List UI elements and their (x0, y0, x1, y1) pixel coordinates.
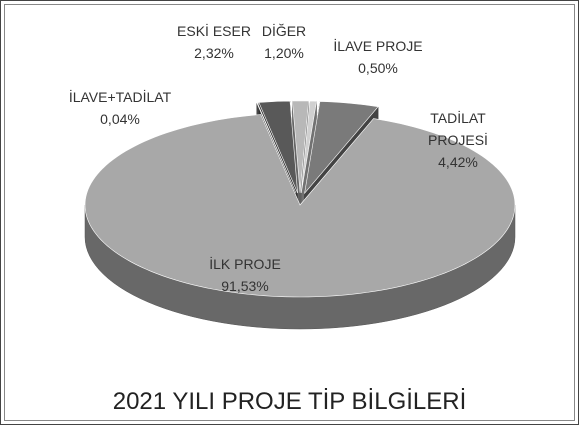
slice-label: İLAVE PROJE 0,50% (318, 35, 438, 79)
slice-label: İLAVE+TADİLAT 0,04% (50, 86, 190, 130)
pie-slice (304, 101, 379, 195)
pie-slice (292, 100, 309, 193)
value-label: 0,04% (100, 111, 140, 127)
chart-title: 2021 YILI PROJE TİP BİLGİLERİ (112, 388, 467, 415)
value-label: 2,32% (194, 45, 234, 61)
category-label: İLAVE PROJE (333, 38, 423, 54)
value-label: 4,42% (438, 154, 478, 170)
category-label: İLK PROJE (209, 256, 281, 272)
category-label: ESKİ ESER (177, 23, 251, 39)
pie-slice (84, 114, 516, 298)
category-label: TADİLAT PROJESİ (428, 110, 488, 148)
category-label: İLAVE+TADİLAT (68, 89, 172, 105)
slice-label: DİĞER 1,20% (254, 20, 314, 64)
pie-slice (256, 102, 297, 194)
pie-slice (300, 100, 317, 193)
slice-label: İLK PROJE 91,53% (185, 253, 305, 297)
slice-label: TADİLAT PROJESİ 4,42% (418, 107, 498, 173)
pie-slice (258, 100, 298, 194)
value-label: 91,53% (221, 278, 269, 294)
inner-frame (4, 4, 575, 421)
slice-label: ESKİ ESER 2,32% (164, 20, 264, 64)
category-label: DİĞER (261, 23, 307, 39)
value-label: 1,20% (264, 45, 304, 61)
value-label: 0,50% (358, 60, 398, 76)
